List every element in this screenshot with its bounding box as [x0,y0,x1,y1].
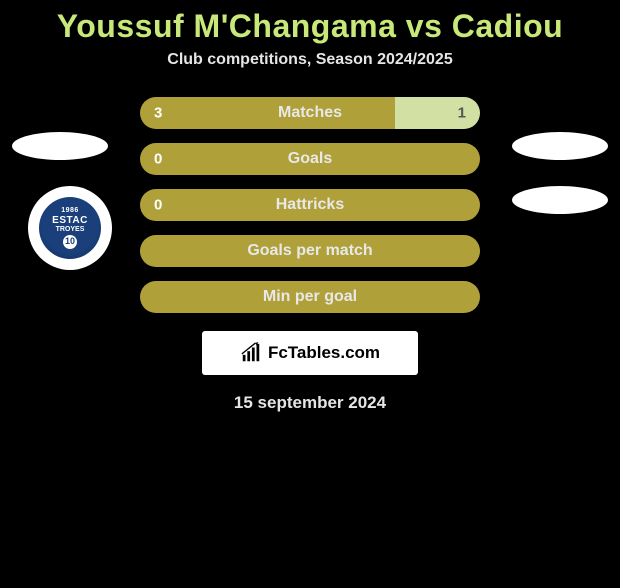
badge-number: 10 [63,235,77,249]
stat-row: 3 1Matches [140,97,480,129]
brand-badge: FcTables.com [202,331,418,375]
row-value-right: 1 [458,105,466,122]
page-title: Youssuf M'Changama vs Cadiou [0,8,620,45]
date-label: 15 september 2024 [0,393,620,413]
badge-town: TROYES [56,226,85,234]
stat-row: Goals per match [140,235,480,267]
player-left-oval [12,132,108,160]
player-right-oval-1 [512,132,608,160]
row-label: Matches [140,104,480,122]
row-value-left: 3 [154,105,162,122]
row-label: Goals [140,150,480,168]
player-right-oval-2 [512,186,608,214]
row-label: Goals per match [140,242,480,260]
badge-year: 1986 [61,207,79,215]
stat-row: 0Goals [140,143,480,175]
chart-icon [240,342,262,364]
club-badge: 1986 ESTAC TROYES 10 [28,186,112,270]
stat-row: 0Hattricks [140,189,480,221]
brand-label: FcTables.com [268,343,380,363]
row-value-left: 0 [154,151,162,168]
badge-name: ESTAC [52,215,88,226]
row-value-left: 0 [154,197,162,214]
row-label: Hattricks [140,196,480,214]
subtitle: Club competitions, Season 2024/2025 [0,51,620,69]
stat-row: Min per goal [140,281,480,313]
row-label: Min per goal [140,288,480,306]
club-badge-inner: 1986 ESTAC TROYES 10 [39,197,101,259]
